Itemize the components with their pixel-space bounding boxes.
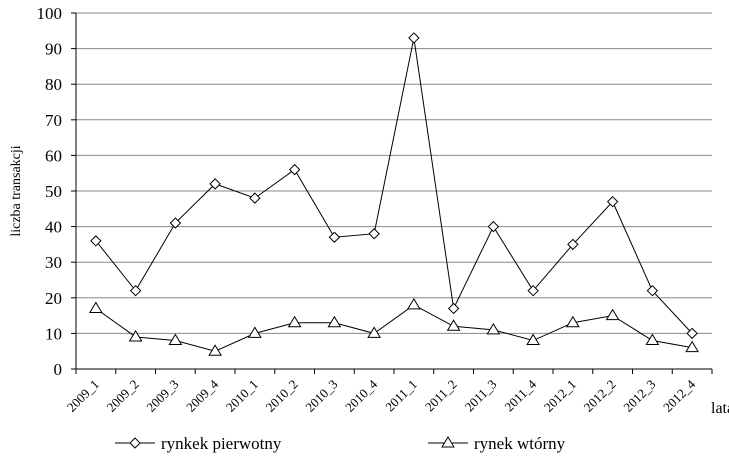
- y-axis-label: liczba transakcji: [9, 145, 24, 236]
- y-tick-label: 50: [45, 182, 62, 201]
- x-tick-label: 2010_2: [263, 377, 301, 415]
- y-tick-label: 10: [45, 324, 62, 343]
- data-point: [368, 228, 380, 240]
- y-tick-label: 30: [45, 253, 62, 272]
- legend-marker: [129, 437, 141, 449]
- data-point: [527, 284, 539, 297]
- x-tick-label: 2009_3: [143, 377, 181, 415]
- legend-label: rynkek pierwotny: [161, 434, 282, 453]
- y-tick-label: 20: [45, 289, 62, 308]
- x-tick-label: 2012_2: [581, 377, 619, 415]
- data-point: [565, 315, 580, 328]
- data-point: [288, 163, 301, 176]
- y-tick-label: 100: [37, 4, 63, 23]
- data-point: [408, 32, 420, 44]
- data-point: [486, 322, 501, 335]
- x-tick-label: 2010_4: [342, 376, 381, 415]
- series-line: [95, 37, 693, 334]
- y-tick-label: 0: [54, 360, 63, 379]
- data-point: [685, 340, 700, 353]
- data-point: [88, 301, 103, 313]
- y-tick-label: 80: [45, 75, 62, 94]
- data-point: [247, 326, 262, 338]
- data-point: [367, 326, 382, 338]
- data-point: [606, 195, 619, 208]
- x-tick-label: 2009_1: [64, 377, 102, 415]
- data-point: [287, 315, 302, 328]
- x-tick-label: 2009_4: [183, 376, 222, 415]
- x-tick-label: 2011_4: [501, 376, 539, 414]
- data-point: [168, 333, 183, 346]
- data-point: [446, 319, 461, 331]
- y-tick-label: 60: [45, 146, 62, 165]
- data-point: [169, 217, 182, 229]
- x-tick-label: 2010_1: [223, 377, 261, 415]
- data-point: [567, 238, 579, 251]
- data-point: [128, 329, 143, 342]
- data-point: [487, 220, 500, 233]
- x-tick-label: 2011_1: [382, 377, 420, 415]
- data-point: [526, 333, 541, 346]
- legend-label: rynek wtórny: [474, 434, 566, 453]
- y-tick-label: 90: [45, 40, 62, 59]
- x-tick-label: 2012_1: [541, 377, 579, 415]
- x-tick-label: 2009_2: [104, 377, 142, 415]
- x-tick-label: 2011_3: [462, 377, 500, 415]
- data-point: [328, 231, 341, 243]
- data-point: [605, 308, 620, 321]
- data-point: [447, 302, 460, 315]
- x-tick-label: 2010_3: [302, 377, 340, 415]
- data-point: [645, 333, 660, 346]
- data-point: [686, 327, 698, 340]
- data-point: [209, 178, 221, 190]
- y-tick-label: 70: [45, 111, 62, 130]
- data-point: [646, 284, 659, 297]
- data-point: [208, 344, 223, 356]
- x-tick-label: 2012_3: [620, 377, 658, 415]
- x-tick-label: 2012_4: [660, 376, 699, 415]
- x-tick-label: 2011_2: [422, 377, 460, 415]
- legend-marker: [441, 436, 455, 448]
- x-axis-label: lata: [711, 400, 729, 417]
- data-point: [327, 315, 342, 328]
- y-tick-label: 40: [45, 218, 62, 237]
- data-point: [90, 235, 102, 247]
- data-point: [129, 284, 142, 297]
- data-point: [406, 297, 421, 310]
- series-line: [95, 304, 693, 352]
- data-point: [249, 192, 261, 204]
